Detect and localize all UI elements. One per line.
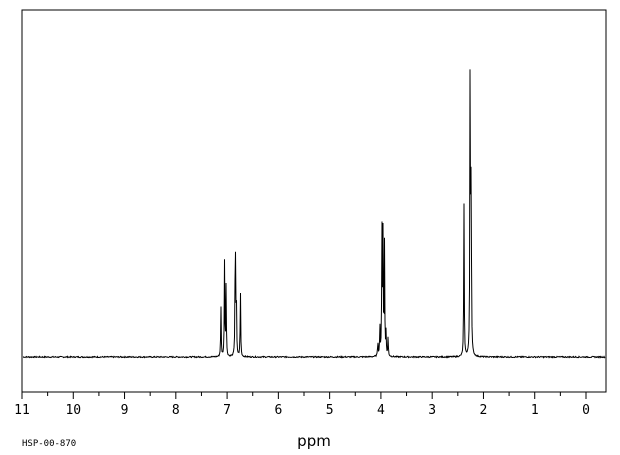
x-tick-label: 6	[274, 403, 282, 418]
x-tick-label: 8	[172, 403, 180, 418]
x-tick-label: 3	[428, 403, 436, 418]
x-tick-label: 10	[65, 403, 81, 418]
x-axis-tick-labels: 11 10 9 8 7 6 5 4 3 2 1 0	[14, 403, 590, 418]
x-tick-label: 4	[377, 403, 385, 418]
spectrum-line	[22, 69, 606, 359]
x-tick-label: 5	[326, 403, 334, 418]
x-tick-label: 2	[480, 403, 488, 418]
x-tick-label: 1	[531, 403, 539, 418]
x-axis-title: ppm	[297, 432, 331, 450]
x-tick-label: 0	[582, 403, 590, 418]
x-tick-label: 7	[223, 403, 231, 418]
plot-frame	[21, 9, 607, 393]
x-tick-label: 9	[121, 403, 129, 418]
x-tick-label: 11	[14, 403, 30, 418]
x-axis-ticks	[21, 392, 587, 399]
spectrum-id-label: HSP-00-870	[22, 439, 76, 449]
